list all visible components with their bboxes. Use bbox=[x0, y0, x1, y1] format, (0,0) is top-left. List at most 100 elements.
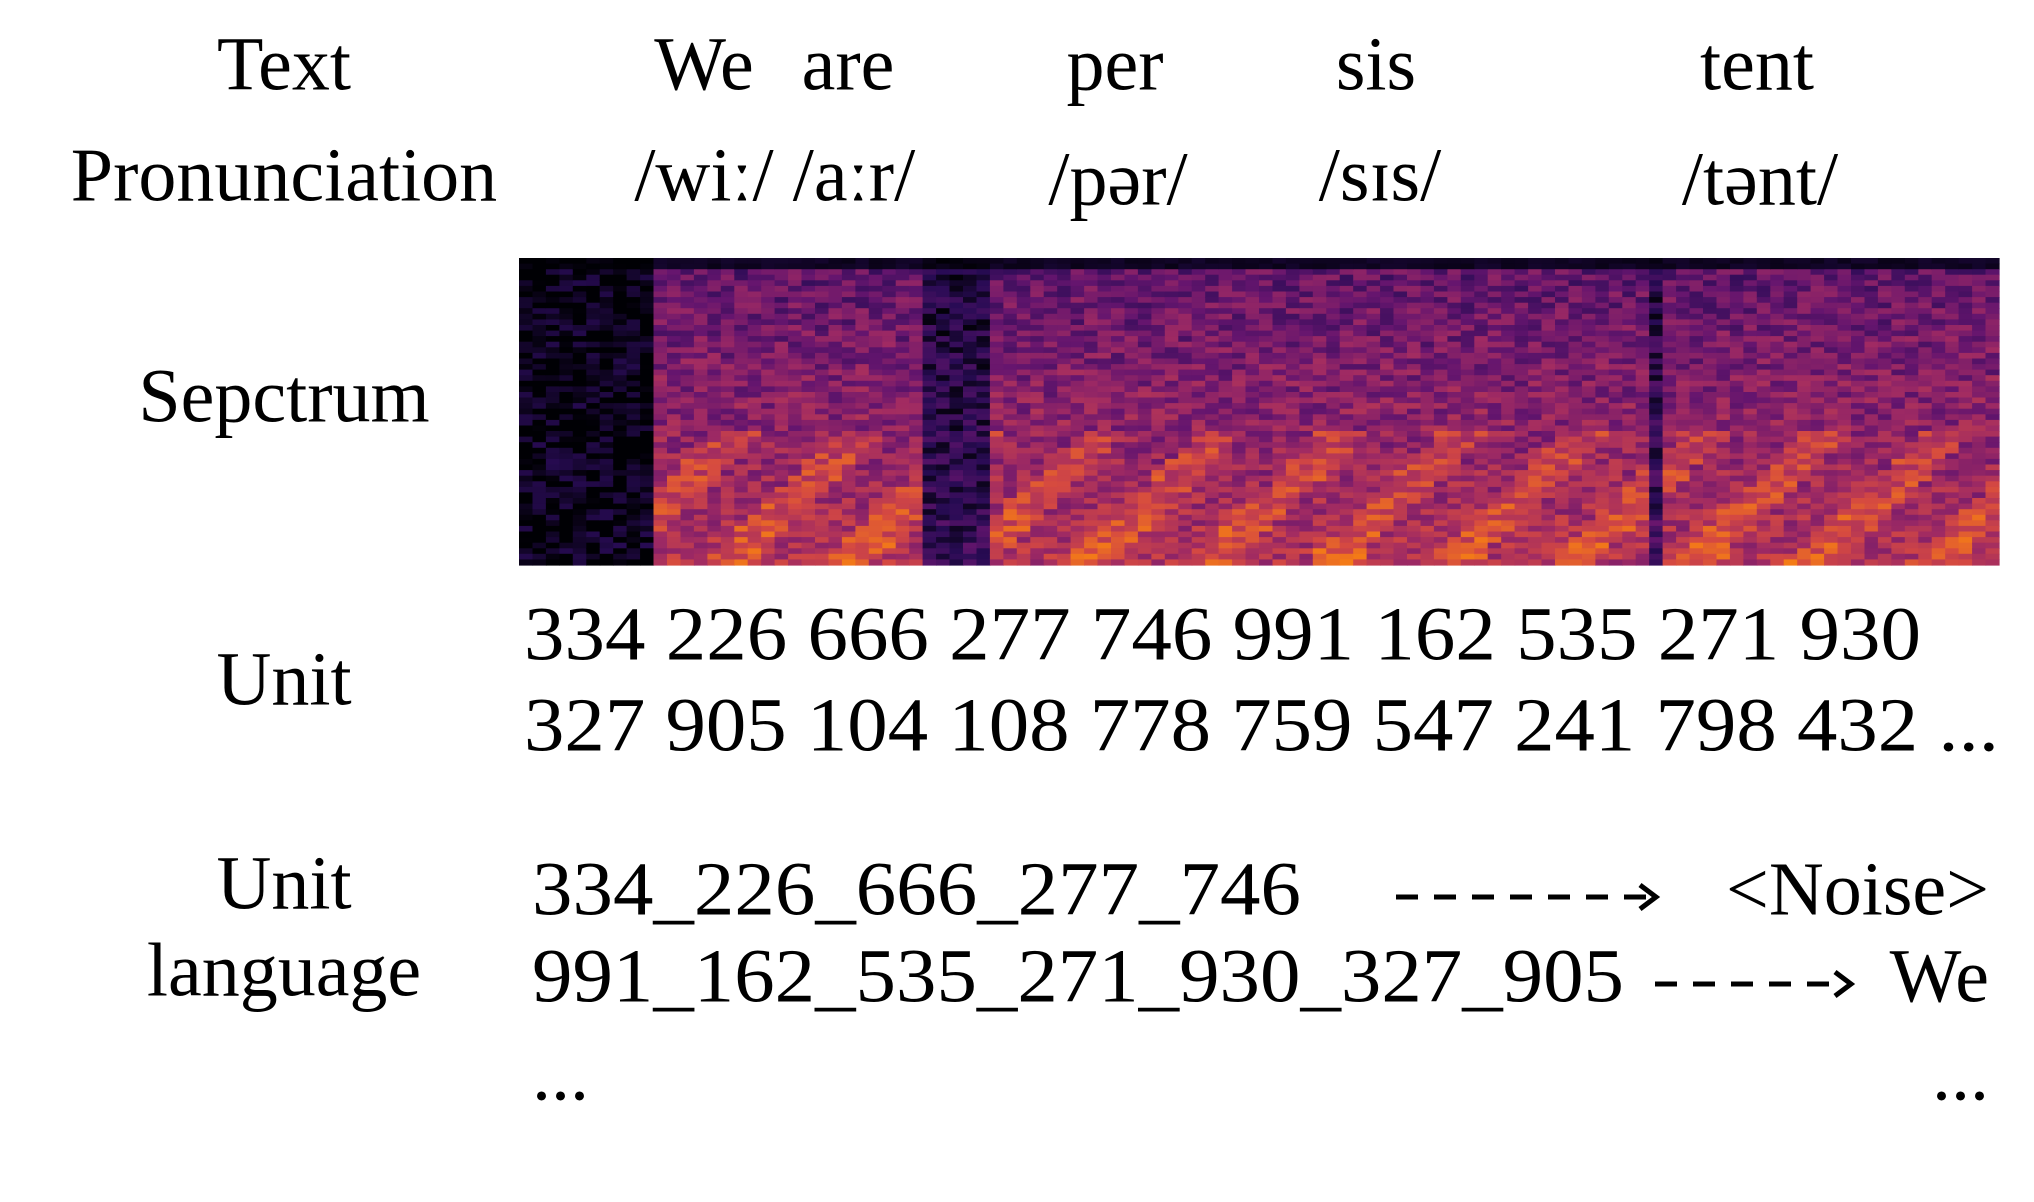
spectrogram-cell bbox=[1084, 280, 1099, 287]
spectrogram-cell bbox=[1568, 486, 1583, 494]
spectrogram-cell bbox=[1676, 330, 1691, 337]
spectrogram-cell bbox=[1407, 375, 1422, 382]
spectrogram-cell bbox=[774, 470, 789, 477]
spectrogram-cell bbox=[626, 325, 641, 332]
spectrogram-cell bbox=[1380, 520, 1395, 527]
spectrogram-cell bbox=[1070, 302, 1085, 309]
spectrogram-cell bbox=[747, 481, 762, 488]
spectrogram-cell bbox=[1514, 313, 1529, 320]
spectrogram-cell bbox=[1043, 542, 1058, 549]
spectrogram-cell bbox=[707, 470, 722, 477]
spectrogram-cell bbox=[815, 419, 830, 427]
spectrogram-cell bbox=[855, 531, 870, 538]
spectrogram-cell bbox=[1380, 297, 1395, 304]
spectrogram-cell bbox=[1057, 291, 1072, 298]
spectrogram-cell bbox=[559, 258, 574, 265]
spectrogram-cell bbox=[1716, 392, 1731, 399]
spectrogram-cell bbox=[1393, 352, 1408, 360]
spectrogram-cell bbox=[761, 486, 776, 494]
spectrogram-cell bbox=[788, 559, 803, 566]
spectrogram-cell bbox=[1151, 503, 1166, 510]
spectrogram-cell bbox=[909, 486, 924, 494]
spectrogram-cell bbox=[1299, 302, 1314, 309]
spectrogram-cell bbox=[1259, 325, 1274, 332]
spectrogram-cell bbox=[1581, 486, 1596, 494]
spectrogram-cell bbox=[1555, 492, 1570, 499]
spectrogram-cell bbox=[936, 375, 951, 382]
spectrogram-cell bbox=[613, 269, 628, 276]
spectrogram-cell bbox=[1339, 352, 1354, 360]
spectrogram-cell bbox=[667, 358, 682, 365]
spectrogram-cell bbox=[1259, 397, 1274, 404]
spectrogram-cell bbox=[1689, 352, 1704, 360]
spectrogram-cell bbox=[868, 458, 883, 466]
spectrogram-cell bbox=[532, 442, 547, 449]
spectrogram-cell bbox=[1649, 313, 1664, 320]
spectrogram-cell bbox=[989, 330, 1004, 337]
spectrogram-cell bbox=[693, 408, 708, 415]
spectrogram-cell bbox=[1232, 380, 1247, 387]
spectrogram-cell bbox=[640, 364, 655, 371]
spectrogram-cell bbox=[1649, 258, 1664, 265]
spectrogram-cell bbox=[1097, 397, 1112, 404]
spectrogram-cell bbox=[868, 408, 883, 415]
spectrogram-cell bbox=[1339, 397, 1354, 404]
spectrogram-cell bbox=[1232, 375, 1247, 382]
spectrogram-cell bbox=[1124, 481, 1139, 488]
spectrogram-cell bbox=[1407, 302, 1422, 309]
spectrogram-cell bbox=[1393, 325, 1408, 332]
spectrogram-cell bbox=[774, 553, 789, 560]
spectrogram-cell bbox=[545, 514, 560, 521]
spectrogram-cell bbox=[613, 559, 628, 566]
spectrogram-cell bbox=[1433, 414, 1448, 421]
spectrogram-cell bbox=[1245, 425, 1260, 432]
spectrogram-cell bbox=[1353, 313, 1368, 320]
spectrogram-cell bbox=[1676, 386, 1691, 393]
spectrogram-cell bbox=[1568, 302, 1583, 309]
spectrogram-cell bbox=[1057, 313, 1072, 320]
spectrogram-cell bbox=[949, 514, 964, 521]
spectrogram-cell bbox=[680, 548, 695, 555]
spectrogram-cell bbox=[1514, 269, 1529, 276]
spectrogram-cell bbox=[1622, 352, 1637, 360]
spectrogram-cell bbox=[1447, 263, 1462, 270]
spectrogram-cell bbox=[1070, 425, 1085, 432]
spectrogram-cell bbox=[855, 380, 870, 387]
spectrogram-cell bbox=[963, 336, 978, 343]
spectrogram-cell bbox=[1111, 486, 1126, 494]
spectrogram-cell bbox=[720, 542, 735, 549]
spectrogram-cell bbox=[815, 514, 830, 521]
spectrogram-cell bbox=[1285, 319, 1300, 326]
spectrogram-cell bbox=[1541, 470, 1556, 477]
spectrogram-cell bbox=[1662, 509, 1677, 516]
spectrogram-cell bbox=[1649, 419, 1664, 427]
spectrogram-cell bbox=[1003, 274, 1018, 281]
spectrogram-cell bbox=[1541, 380, 1556, 387]
spectrogram-cell bbox=[1676, 258, 1691, 265]
spectrogram-cell bbox=[1380, 486, 1395, 494]
spectrogram-cell bbox=[1191, 475, 1206, 482]
spectrogram-cell bbox=[747, 431, 762, 438]
spectrogram-cell bbox=[1447, 436, 1462, 443]
spectrogram-cell bbox=[1662, 408, 1677, 415]
spectrogram-cell bbox=[1541, 492, 1556, 499]
spectrogram-cell bbox=[680, 481, 695, 488]
spectrogram-cell bbox=[667, 531, 682, 538]
spectrogram-cell bbox=[774, 313, 789, 320]
spectrogram-cell bbox=[1555, 514, 1570, 521]
spectrogram-cell bbox=[532, 464, 547, 471]
spectrogram-cell bbox=[734, 397, 749, 404]
spectrogram-cell bbox=[1487, 498, 1502, 505]
spectrogram-cell bbox=[841, 531, 856, 538]
spectrogram-cell bbox=[1716, 297, 1731, 304]
spectrogram-cell bbox=[1339, 509, 1354, 516]
spectrogram-cell bbox=[1232, 531, 1247, 538]
spectrogram-cell bbox=[1259, 503, 1274, 510]
spectrogram-cell bbox=[707, 285, 722, 293]
spectrogram-cell bbox=[1447, 364, 1462, 371]
spectrogram-cell bbox=[815, 548, 830, 555]
spectrogram-cell bbox=[572, 559, 587, 566]
spectrogram-cell bbox=[1043, 297, 1058, 304]
spectrogram-cell bbox=[559, 509, 574, 516]
spectrogram-cell bbox=[1407, 425, 1422, 432]
